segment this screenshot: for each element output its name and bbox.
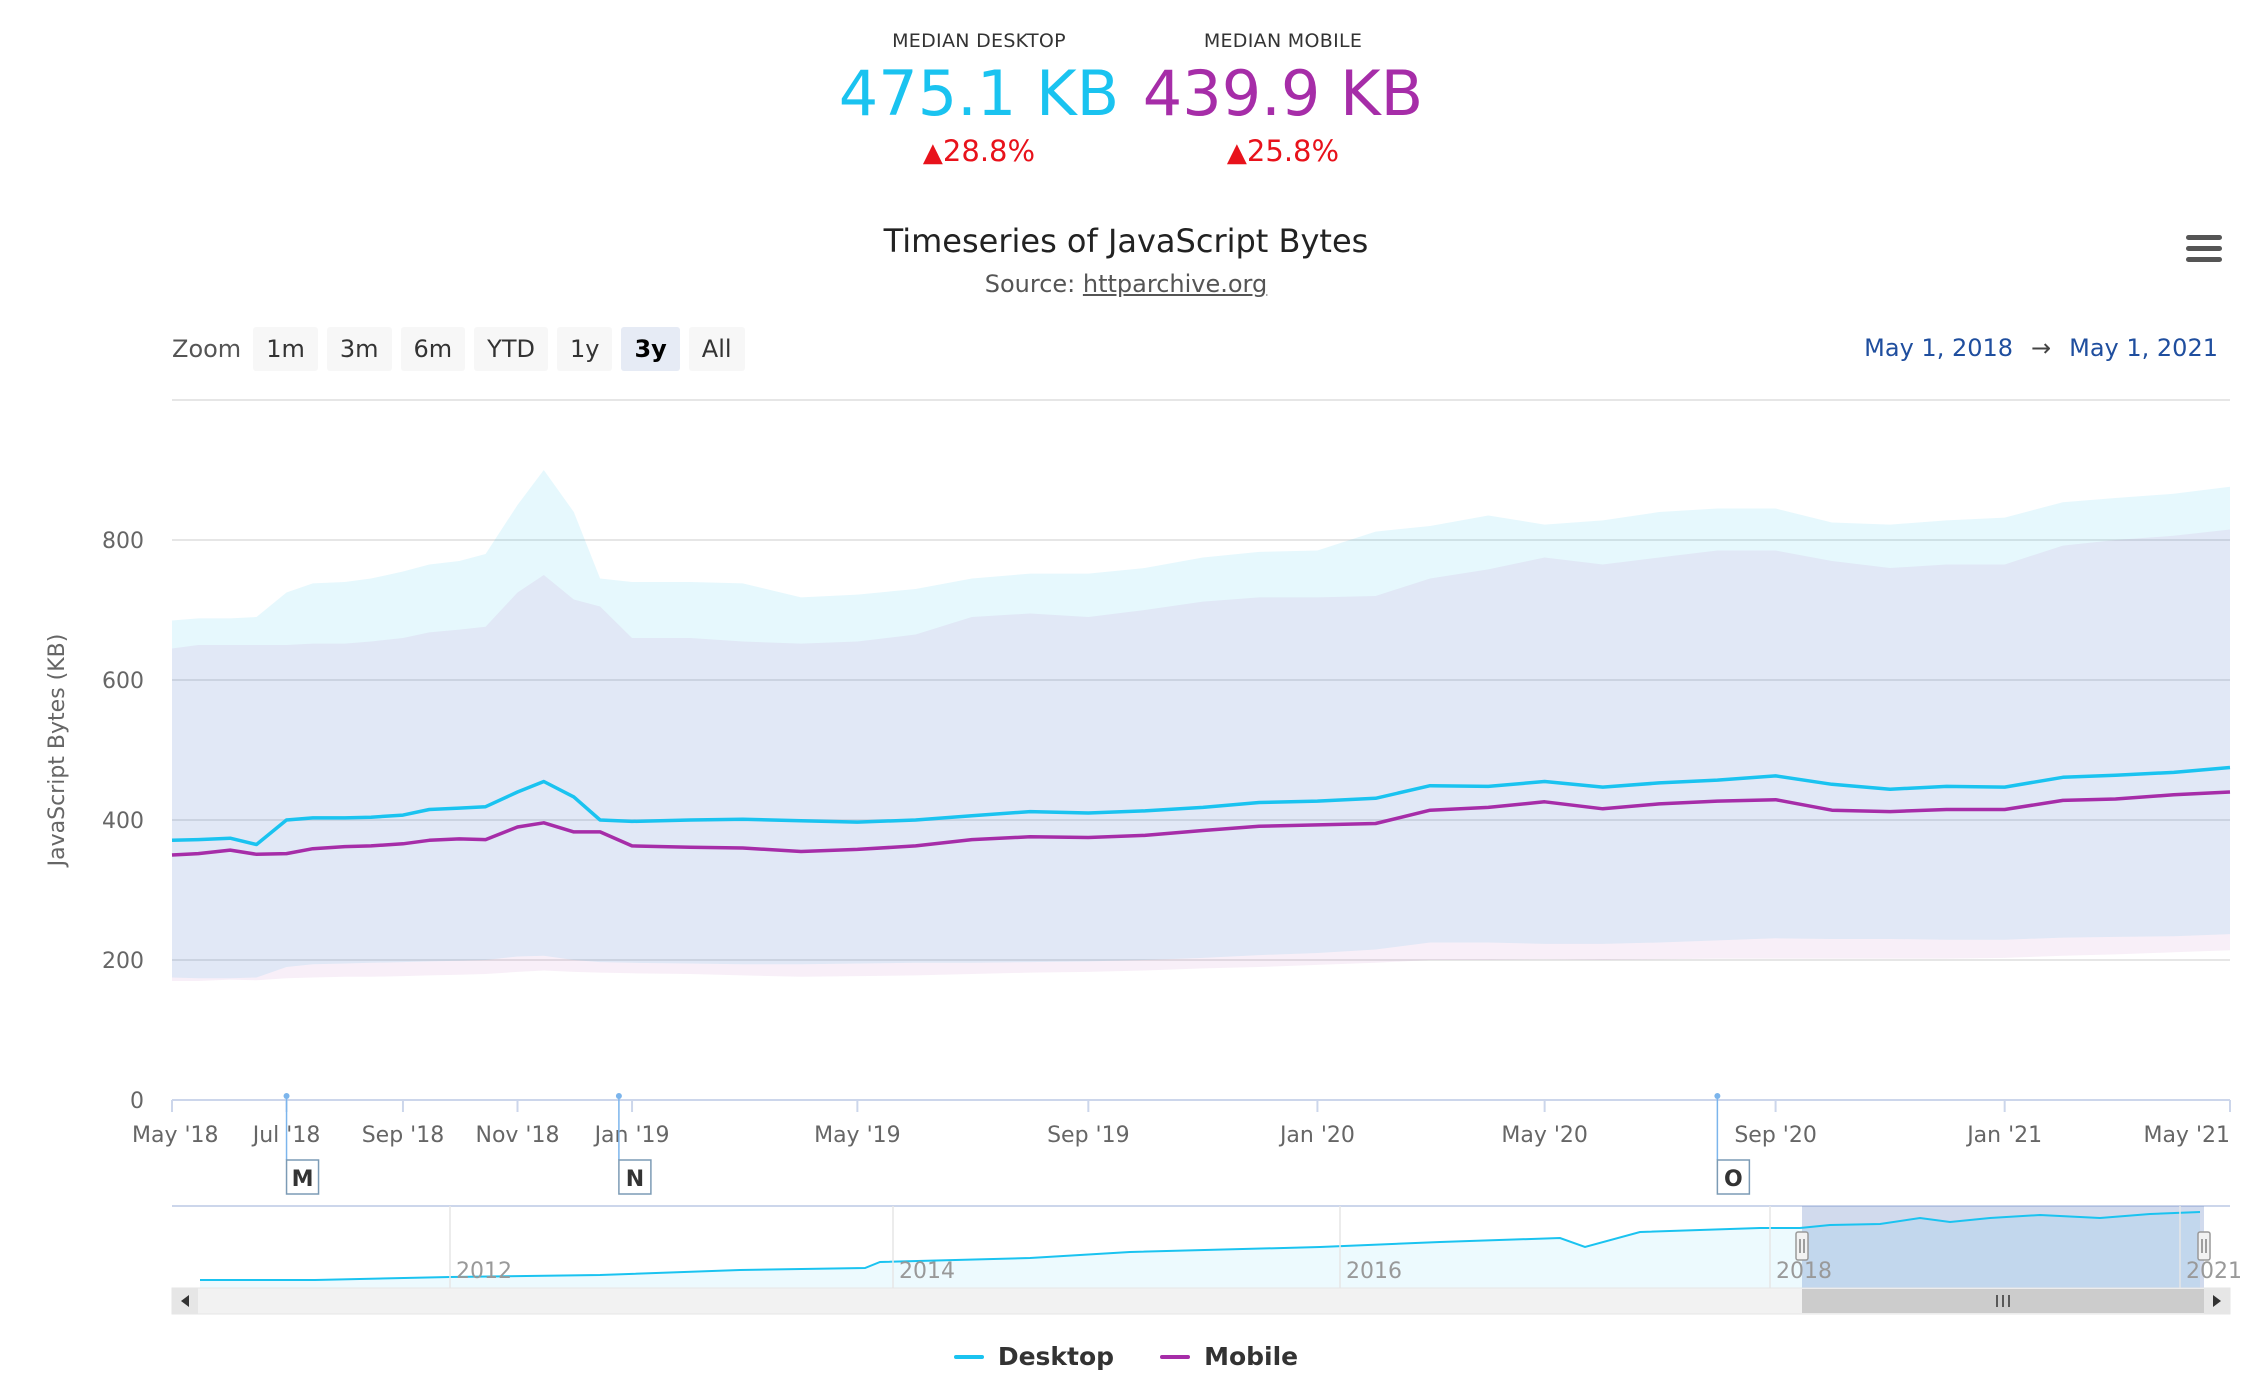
legend-item-desktop[interactable]: Desktop — [953, 1342, 1115, 1371]
navigator-selected-range — [1802, 1206, 2204, 1288]
range-arrow-icon: → — [2031, 334, 2052, 362]
navigator-year-label: 2012 — [456, 1259, 512, 1284]
median-mobile-label: MEDIAN MOBILE — [1203, 30, 1363, 52]
median-mobile-change: ▲25.8% — [1133, 134, 1433, 168]
legend-label-mobile: Mobile — [1204, 1342, 1299, 1371]
flag-box — [285, 1159, 320, 1195]
navigator-year-label: 2018 — [1776, 1259, 1832, 1284]
x-tick-label: May '19 — [814, 1123, 901, 1148]
flag-box — [1716, 1159, 1751, 1195]
legend-swatch-desktop — [953, 1354, 984, 1359]
x-tick-label: Sep '18 — [362, 1123, 445, 1148]
zoom-controls: Zoom 1m 3m 6m YTD 1y 3y All — [172, 326, 754, 372]
legend: Desktop Mobile — [0, 1342, 2252, 1371]
source-prefix: Source: — [984, 270, 1083, 298]
navigator-left-handle[interactable] — [1795, 1231, 1809, 1261]
navigator-line — [200, 1211, 2201, 1281]
navigator-year-label: 2014 — [899, 1259, 955, 1284]
band-mobile — [172, 529, 2230, 981]
y-axis-title: JavaScript Bytes (KB) — [45, 634, 70, 869]
zoom-ytd-button[interactable]: YTD — [474, 327, 548, 371]
median-desktop-change: ▲28.8% — [829, 134, 1129, 168]
x-tick-label: Jul '18 — [251, 1123, 321, 1148]
x-tick-label: Jan '19 — [593, 1123, 670, 1148]
zoom-1m-button[interactable]: 1m — [253, 327, 318, 371]
up-triangle-icon: ▲ — [1226, 138, 1247, 168]
band-desktop — [172, 470, 2230, 979]
x-tick-label: Sep '19 — [1047, 1123, 1130, 1148]
flag-box — [618, 1159, 652, 1195]
hamburger-menu-icon[interactable] — [2186, 235, 2222, 265]
navigator-right-handle[interactable] — [2197, 1231, 2211, 1261]
zoom-3y-button[interactable]: 3y — [621, 327, 680, 371]
median-mobile-metric: MEDIAN MOBILE 439.9 KB ▲25.8% — [1133, 30, 1433, 168]
y-tick-label-400: 400 — [102, 809, 144, 834]
chart-subtitle: Source: httparchive.org — [0, 270, 2252, 298]
zoom-all-button[interactable]: All — [688, 327, 745, 371]
flag-label: M — [292, 1167, 314, 1192]
navigator-year-label: 2021 — [2186, 1259, 2242, 1284]
median-desktop-value: 475.1 KB — [838, 57, 1120, 130]
zoom-1y-button[interactable]: 1y — [556, 327, 613, 371]
zoom-label: Zoom — [172, 335, 242, 363]
zoom-6m-button[interactable]: 6m — [400, 327, 466, 371]
series-line-mobile — [171, 790, 2231, 857]
median-mobile-value: 439.9 KB — [1142, 57, 1424, 130]
source-link[interactable]: httparchive.org — [1082, 270, 1268, 298]
flag-anchor — [1714, 1093, 1721, 1099]
flag-label: N — [626, 1167, 644, 1192]
x-tick-label: Jan '21 — [1965, 1123, 2042, 1148]
legend-label-desktop: Desktop — [997, 1342, 1115, 1371]
y-tick-label-0: 0 — [130, 1089, 144, 1114]
x-tick-label: May '20 — [1501, 1123, 1588, 1148]
flag-label: O — [1724, 1167, 1743, 1192]
flag-anchor — [283, 1093, 290, 1099]
x-tick-label: Sep '20 — [1734, 1123, 1817, 1148]
median-desktop-label: MEDIAN DESKTOP — [892, 30, 1066, 52]
flag-anchor — [615, 1093, 622, 1099]
summary-panel: MEDIAN DESKTOP 475.1 KB ▲28.8% MEDIAN MO… — [0, 30, 2252, 180]
zoom-3m-button[interactable]: 3m — [326, 327, 392, 371]
x-tick-label: May '18 — [132, 1123, 219, 1148]
range-to-input[interactable]: May 1, 2021 — [2069, 334, 2218, 362]
date-range: May 1, 2018 → May 1, 2021 — [1864, 334, 2218, 362]
y-tick-label-200: 200 — [102, 949, 144, 974]
navigator-year-label: 2016 — [1346, 1259, 1402, 1284]
x-tick-label: Jan '20 — [1278, 1123, 1355, 1148]
y-tick-label-800: 800 — [102, 529, 144, 554]
legend-swatch-mobile — [1160, 1354, 1191, 1359]
scroll-left-arrow-icon — [181, 1295, 189, 1307]
median-desktop-metric: MEDIAN DESKTOP 475.1 KB ▲28.8% — [829, 30, 1129, 168]
scroll-right-arrow-icon — [2213, 1295, 2221, 1307]
series-line-desktop — [171, 765, 2231, 847]
median-mobile-change-value: 25.8% — [1246, 134, 1340, 168]
up-triangle-icon: ▲ — [922, 138, 943, 168]
y-tick-label-600: 600 — [102, 669, 144, 694]
median-desktop-change-value: 28.8% — [942, 134, 1036, 168]
x-tick-label: Nov '18 — [476, 1123, 560, 1148]
x-tick-label: May '21 — [2143, 1123, 2230, 1148]
chart-title: Timeseries of JavaScript Bytes — [883, 222, 1369, 260]
legend-item-mobile[interactable]: Mobile — [1160, 1342, 1298, 1371]
range-from-input[interactable]: May 1, 2018 — [1864, 334, 2014, 362]
